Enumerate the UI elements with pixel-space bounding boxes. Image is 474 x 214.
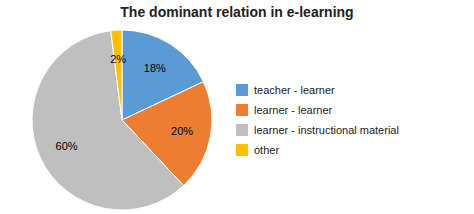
chart-container: The dominant relation in e-learning 18% 20… xyxy=(0,0,474,214)
legend-swatch xyxy=(236,124,248,136)
legend-label: teacher - learner xyxy=(254,84,335,96)
legend-item: learner - learner xyxy=(236,104,333,116)
slice xyxy=(111,30,122,120)
legend-item: other xyxy=(236,144,279,156)
legend-item: learner - instructional material xyxy=(236,124,399,136)
legend-swatch xyxy=(236,104,248,116)
legend-item: teacher - learner xyxy=(236,84,335,96)
data-label: 20% xyxy=(171,125,193,137)
data-labels: 18% 20% 60% 2% xyxy=(56,53,194,152)
legend-label: learner - instructional material xyxy=(254,124,399,136)
legend: teacher - learner learner - learner learne… xyxy=(236,84,399,156)
data-label: 18% xyxy=(144,62,166,74)
legend-swatch xyxy=(236,144,248,156)
chart: The dominant relation in e-learning 18% 20… xyxy=(0,0,474,214)
legend-label: other xyxy=(254,144,279,156)
slice xyxy=(32,31,184,210)
data-label: 60% xyxy=(56,140,78,152)
data-label: 2% xyxy=(110,53,126,65)
title: The dominant relation in e-learning xyxy=(120,4,353,20)
legend-swatch xyxy=(236,84,248,96)
legend-label: learner - learner xyxy=(254,104,333,116)
pie xyxy=(32,30,212,210)
